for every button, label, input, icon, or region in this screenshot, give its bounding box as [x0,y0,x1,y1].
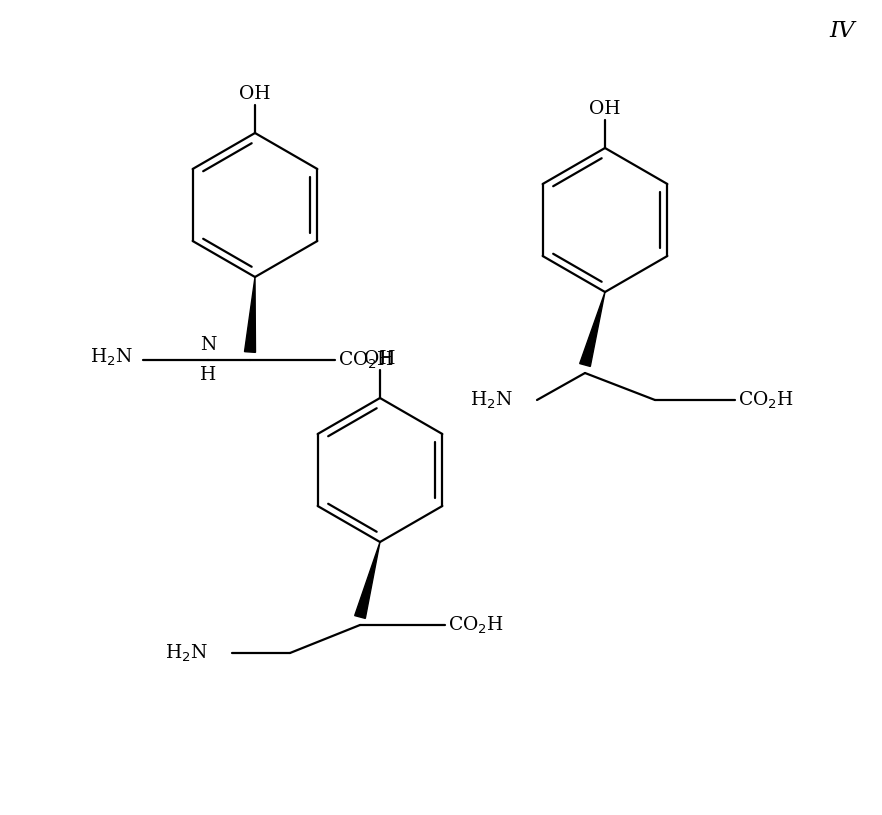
Text: H$_2$N: H$_2$N [90,346,133,368]
Polygon shape [244,277,256,352]
Text: H: H [200,366,216,384]
Text: OH: OH [589,100,621,118]
Polygon shape [355,542,380,619]
Text: IV: IV [829,20,855,42]
Polygon shape [579,292,605,367]
Text: CO$_2$H: CO$_2$H [448,615,504,636]
Text: N: N [200,336,216,354]
Text: OH: OH [239,85,271,103]
Text: CO$_2$H: CO$_2$H [738,390,794,411]
Text: H$_2$N: H$_2$N [165,642,208,663]
Text: CO$_2$H: CO$_2$H [338,350,394,371]
Text: H$_2$N: H$_2$N [470,390,513,411]
Text: OH: OH [364,350,396,368]
